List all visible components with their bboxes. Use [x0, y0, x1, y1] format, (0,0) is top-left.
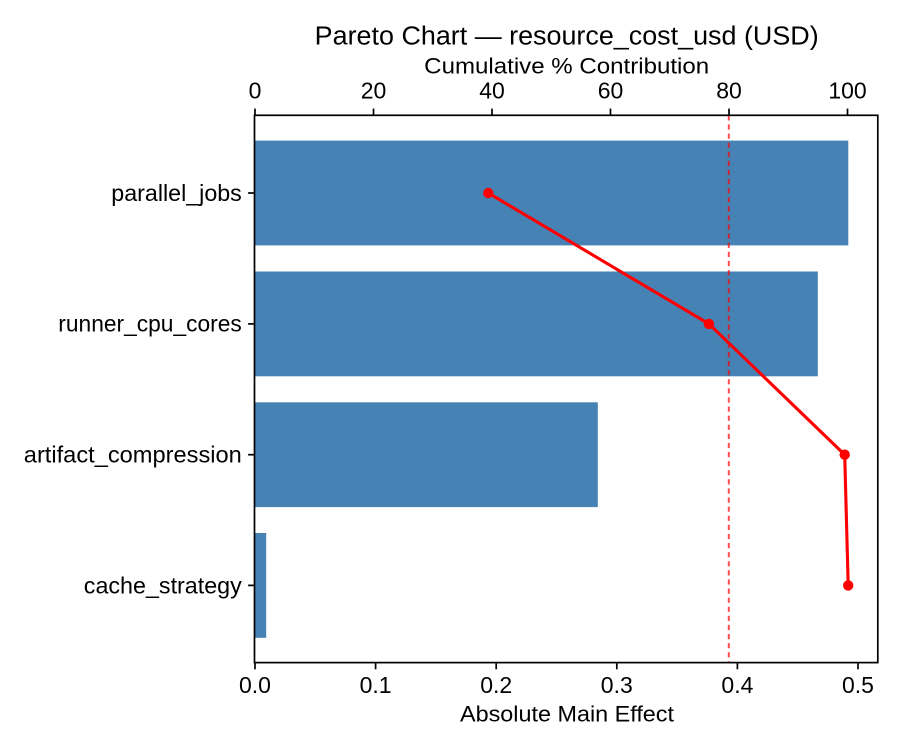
svg-text:0.4: 0.4	[721, 672, 753, 698]
svg-text:40: 40	[479, 78, 505, 104]
svg-text:parallel_jobs: parallel_jobs	[111, 180, 242, 206]
svg-text:Absolute Main Effect: Absolute Main Effect	[460, 702, 675, 727]
svg-text:Pareto Chart — resource_cost_u: Pareto Chart — resource_cost_usd (USD)	[315, 23, 819, 51]
svg-text:60: 60	[598, 78, 624, 104]
svg-text:0: 0	[249, 78, 262, 104]
svg-text:0.3: 0.3	[601, 672, 633, 698]
svg-text:artifact_compression: artifact_compression	[24, 442, 242, 468]
svg-text:0.0: 0.0	[239, 672, 271, 698]
svg-text:20: 20	[361, 78, 387, 104]
svg-text:cache_strategy: cache_strategy	[84, 572, 243, 598]
svg-text:0.2: 0.2	[480, 672, 512, 698]
svg-text:100: 100	[828, 78, 866, 104]
svg-text:Cumulative % Contribution: Cumulative % Contribution	[424, 54, 709, 79]
svg-text:runner_cpu_cores: runner_cpu_cores	[58, 311, 242, 337]
svg-text:0.1: 0.1	[360, 672, 392, 698]
svg-text:0.5: 0.5	[842, 672, 874, 698]
svg-text:80: 80	[716, 78, 742, 104]
